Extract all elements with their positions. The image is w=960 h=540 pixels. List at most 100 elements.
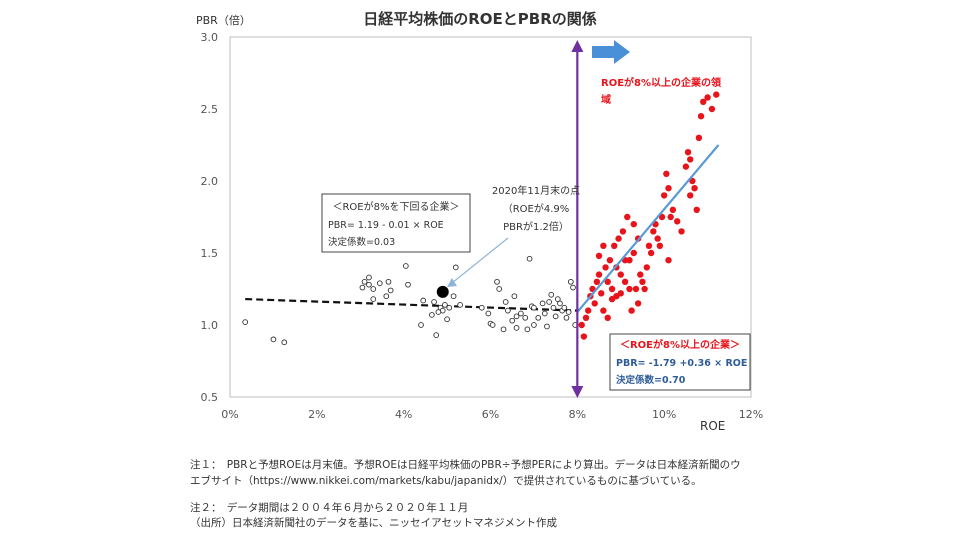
data-point-low-roe <box>544 323 550 330</box>
data-point-high-roe <box>650 228 657 235</box>
data-point-low-roe <box>270 336 277 343</box>
highlight-note-line-3: PBRが1.2倍） <box>503 220 569 233</box>
data-point-low-roe <box>567 278 574 285</box>
data-point-low-roe <box>450 293 457 300</box>
x-tick-label: 12% <box>739 408 763 421</box>
y-tick-label: 0.5 <box>201 391 219 404</box>
data-point-high-roe <box>632 285 640 293</box>
data-point-high-roe <box>704 94 711 101</box>
highlight-point-2020-11 <box>436 285 449 298</box>
data-point-low-roe <box>359 284 366 291</box>
data-point-low-roe <box>370 286 377 292</box>
data-point-low-roe <box>548 291 555 298</box>
plot-area <box>229 36 752 398</box>
data-point-high-roe <box>678 228 685 235</box>
data-point-low-roe <box>524 326 531 333</box>
y-tick-label: 1.0 <box>201 319 219 332</box>
data-point-low-roe <box>518 310 524 317</box>
highlight-pointer-arrowhead <box>447 278 457 287</box>
high-box-formula: PBR= -1.79 +0.36 × ROE <box>616 358 747 369</box>
data-point-low-roe <box>442 301 448 308</box>
data-point-low-roe <box>489 322 496 328</box>
data-point-high-roe <box>617 290 624 297</box>
data-point-high-roe <box>684 149 692 156</box>
data-point-low-roe <box>557 300 563 307</box>
low-box-r2: 決定係数=0.03 <box>328 236 395 248</box>
data-point-high-roe <box>600 242 607 249</box>
data-point-high-roe <box>656 242 664 249</box>
y-tick-label: 2.0 <box>201 175 219 188</box>
data-point-low-roe <box>420 297 427 304</box>
data-point-high-roe <box>673 218 681 225</box>
region-label-line-2: 域 <box>601 93 611 106</box>
data-point-high-roe <box>608 295 616 303</box>
roe-pbr-scatter-chart: 日経平均株価のROEとPBRの関係 PBR（倍） ROE 0% 2% 4% 6% 8% 1… <box>196 10 763 433</box>
data-point-low-roe <box>242 319 249 325</box>
y-axis-label: PBR（倍） <box>196 13 251 27</box>
data-point-low-roe <box>446 304 453 311</box>
data-point-low-roe <box>361 278 368 285</box>
data-point-low-roe <box>563 314 570 321</box>
data-point-high-roe <box>604 278 611 285</box>
x-tick-label: 10% <box>652 408 676 421</box>
data-point-high-roe <box>615 235 622 242</box>
data-point-low-roe <box>511 293 518 300</box>
fit-line-low-roe <box>245 297 578 312</box>
data-point-low-roe <box>531 322 537 328</box>
note-1-line-2: エブサイト（https://www.nikkei.com/markets/kab… <box>190 475 702 487</box>
data-point-high-roe <box>665 185 672 192</box>
data-point-high-roe <box>708 105 716 113</box>
y-tick-label: 1.5 <box>201 247 219 260</box>
data-point-low-roe <box>376 280 383 287</box>
data-point-high-roe <box>593 278 601 285</box>
data-point-high-roe <box>700 98 707 106</box>
data-point-low-roe <box>385 278 392 285</box>
data-point-low-roe <box>535 314 542 321</box>
data-point-low-roe <box>513 313 520 320</box>
data-point-high-roe <box>682 163 690 170</box>
source-note: （出所）日本経済新聞社のデータを基に、ニッセイアセットマネジメント作成 <box>190 517 557 529</box>
data-point-low-roe <box>433 332 440 338</box>
data-point-high-roe <box>626 285 633 293</box>
data-point-low-roe <box>366 281 372 288</box>
low-box-title: ＜ROEが8%を下回る企業＞ <box>332 200 459 213</box>
data-point-high-roe <box>693 206 700 213</box>
x-tick-label: 2% <box>308 408 325 421</box>
data-point-low-roe <box>522 314 529 321</box>
data-point-high-roe <box>608 285 616 293</box>
data-point-low-roe <box>502 299 509 305</box>
data-point-low-roe <box>370 296 377 302</box>
data-point-high-roe <box>580 333 588 340</box>
data-point-high-roe <box>687 156 694 163</box>
data-point-low-roe <box>366 274 372 281</box>
data-point-low-roe <box>478 304 485 311</box>
data-point-high-roe <box>637 271 644 278</box>
x-tick-label: 4% <box>395 408 412 421</box>
data-point-high-roe <box>645 242 653 249</box>
data-point-low-roe <box>402 263 409 269</box>
data-point-low-roe <box>531 304 537 311</box>
data-point-high-roe <box>582 314 590 321</box>
low-box-formula: PBR= 1.19 - 0.01 × ROE <box>328 220 444 231</box>
data-point-low-roe <box>485 310 492 317</box>
highlight-pointer-line <box>451 237 509 284</box>
data-point-low-roe <box>387 287 394 294</box>
data-point-low-roe <box>457 301 463 308</box>
fit-line-high-roe <box>576 144 720 313</box>
x-tick-label: 6% <box>482 408 499 421</box>
data-point-high-roe <box>598 290 605 297</box>
x-tick-label: 8% <box>569 408 586 421</box>
data-point-high-roe <box>624 213 631 221</box>
data-point-high-roe <box>591 300 598 307</box>
data-point-high-roe <box>641 285 648 293</box>
data-point-high-roe <box>669 206 677 213</box>
low-roe-regression-box <box>321 193 471 253</box>
data-point-high-roe <box>713 91 720 98</box>
data-point-high-roe <box>602 264 609 271</box>
data-point-high-roe <box>584 307 592 314</box>
data-point-high-roe <box>695 134 703 141</box>
data-point-low-roe <box>383 293 390 300</box>
data-point-high-roe <box>621 278 629 285</box>
data-point-high-roe <box>691 185 698 192</box>
data-point-low-roe <box>539 300 546 307</box>
